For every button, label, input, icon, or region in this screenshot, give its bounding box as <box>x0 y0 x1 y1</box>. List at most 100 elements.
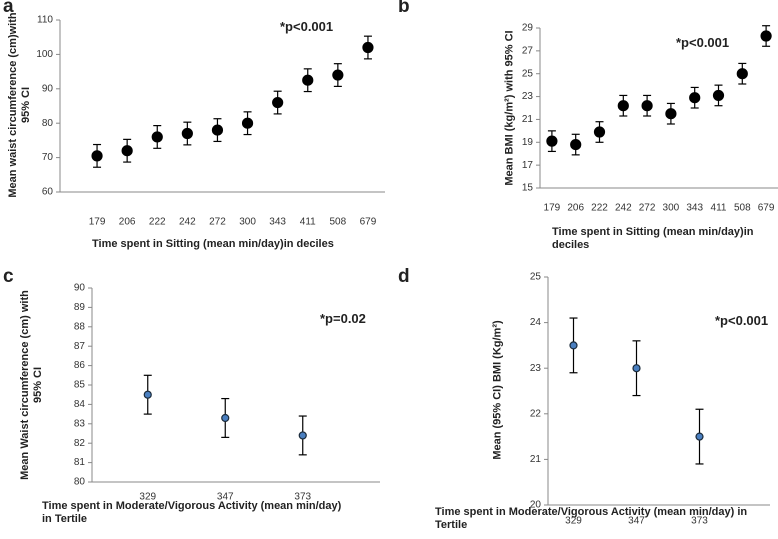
y-axis-label: Mean (95% CI) BMI (Kg/m²) <box>491 320 504 460</box>
point <box>221 413 230 423</box>
point <box>332 69 344 81</box>
x-tick-label: 679 <box>758 203 775 214</box>
y-tick-label: 29 <box>522 23 534 34</box>
x-tick-label: 242 <box>179 217 196 228</box>
y-tick-label: 60 <box>42 187 54 198</box>
x-tick-label: 411 <box>711 203 727 214</box>
x-tick-label: 329 <box>565 516 582 527</box>
point <box>91 150 103 162</box>
annotation: *p<0.001 <box>280 19 334 34</box>
point <box>241 117 254 129</box>
x-tick-label: 300 <box>239 217 256 228</box>
y-tick-label: 100 <box>36 49 53 60</box>
y-tick-label: 15 <box>522 183 534 194</box>
x-tick-label: 179 <box>544 203 561 214</box>
x-tick-label: 347 <box>628 516 645 527</box>
panel-label: d <box>398 266 410 287</box>
point <box>151 131 163 143</box>
y-tick-label: 20 <box>530 500 542 511</box>
y-tick-label: 70 <box>42 152 54 163</box>
y-tick-label: 23 <box>522 91 534 102</box>
y-tick-label: 19 <box>522 137 534 148</box>
point <box>593 126 606 138</box>
y-tick-label: 80 <box>74 477 86 488</box>
x-tick-label: 347 <box>217 492 234 503</box>
y-tick-label: 25 <box>530 272 542 283</box>
y-tick-label: 83 <box>74 418 86 429</box>
point <box>302 74 314 86</box>
x-tick-label: 508 <box>330 217 347 228</box>
x-tick-label: 411 <box>300 217 316 228</box>
point <box>695 432 704 441</box>
panel-label: b <box>398 0 410 17</box>
x-tick-label: 206 <box>567 203 584 214</box>
point <box>181 127 193 140</box>
point <box>736 68 748 80</box>
point <box>211 124 224 136</box>
annotation: *p<0.001 <box>715 313 769 328</box>
x-tick-label: 508 <box>734 203 751 214</box>
point <box>570 138 582 151</box>
y-tick-label: 89 <box>74 302 86 313</box>
y-tick-label: 87 <box>74 341 86 352</box>
x-tick-label: 679 <box>360 217 377 228</box>
y-tick-label: 84 <box>74 399 86 410</box>
x-axis-label: Time spent in Sitting (mean min/day)in d… <box>92 238 334 250</box>
point <box>362 41 374 54</box>
point <box>272 96 284 109</box>
x-tick-label: 343 <box>269 217 286 228</box>
x-axis-label: Time spent in Moderate/Vigorous Activity… <box>435 506 748 531</box>
x-tick-label: 272 <box>639 203 656 214</box>
point <box>617 100 629 112</box>
point <box>569 341 578 350</box>
point <box>665 108 677 120</box>
x-tick-label: 300 <box>663 203 680 214</box>
y-tick-label: 27 <box>522 45 534 56</box>
y-tick-label: 86 <box>74 360 86 371</box>
point <box>760 30 772 42</box>
x-tick-label: 343 <box>686 203 703 214</box>
point <box>689 92 701 104</box>
y-tick-label: 80 <box>42 118 54 129</box>
y-tick-label: 22 <box>530 408 542 419</box>
x-axis-label: Time spent in Moderate/Vigorous Activity… <box>42 500 342 525</box>
x-tick-label: 373 <box>294 492 311 503</box>
annotation: *p<0.001 <box>676 35 730 50</box>
y-tick-label: 17 <box>522 160 534 171</box>
y-tick-label: 23 <box>530 363 542 374</box>
x-tick-label: 272 <box>209 217 226 228</box>
point <box>641 100 653 112</box>
point <box>546 135 558 147</box>
y-axis-label: Mean waist circumference (cm)with 95% CI <box>7 12 32 198</box>
y-tick-label: 82 <box>74 438 86 449</box>
x-axis-label: Time spent in Sitting (mean min/day)in d… <box>552 226 754 251</box>
y-tick-label: 85 <box>74 380 86 391</box>
point <box>632 364 641 373</box>
y-tick-label: 88 <box>74 321 86 332</box>
x-tick-label: 222 <box>149 217 166 228</box>
x-tick-label: 373 <box>691 516 708 527</box>
y-axis-label: Mean BMI (kg/m²) with 95% CI <box>503 30 516 186</box>
y-tick-label: 21 <box>522 114 534 125</box>
y-tick-label: 110 <box>37 15 53 26</box>
panel-label: c <box>3 266 14 287</box>
x-tick-label: 206 <box>119 217 136 228</box>
point <box>298 431 307 440</box>
y-tick-label: 90 <box>74 283 86 294</box>
x-tick-label: 329 <box>139 492 156 503</box>
y-tick-label: 81 <box>74 457 86 468</box>
y-tick-label: 24 <box>530 317 542 328</box>
y-tick-label: 90 <box>42 83 54 94</box>
y-tick-label: 25 <box>522 68 534 79</box>
point <box>143 390 152 399</box>
annotation: *p=0.02 <box>320 311 366 326</box>
x-tick-label: 222 <box>591 203 608 214</box>
panel-label: a <box>3 0 14 17</box>
x-tick-label: 242 <box>615 203 632 214</box>
y-axis-label: Mean Waist circumference (cm) with 95% C… <box>19 290 44 480</box>
y-tick-label: 21 <box>530 454 542 465</box>
x-tick-label: 179 <box>89 217 106 228</box>
point <box>712 89 725 102</box>
